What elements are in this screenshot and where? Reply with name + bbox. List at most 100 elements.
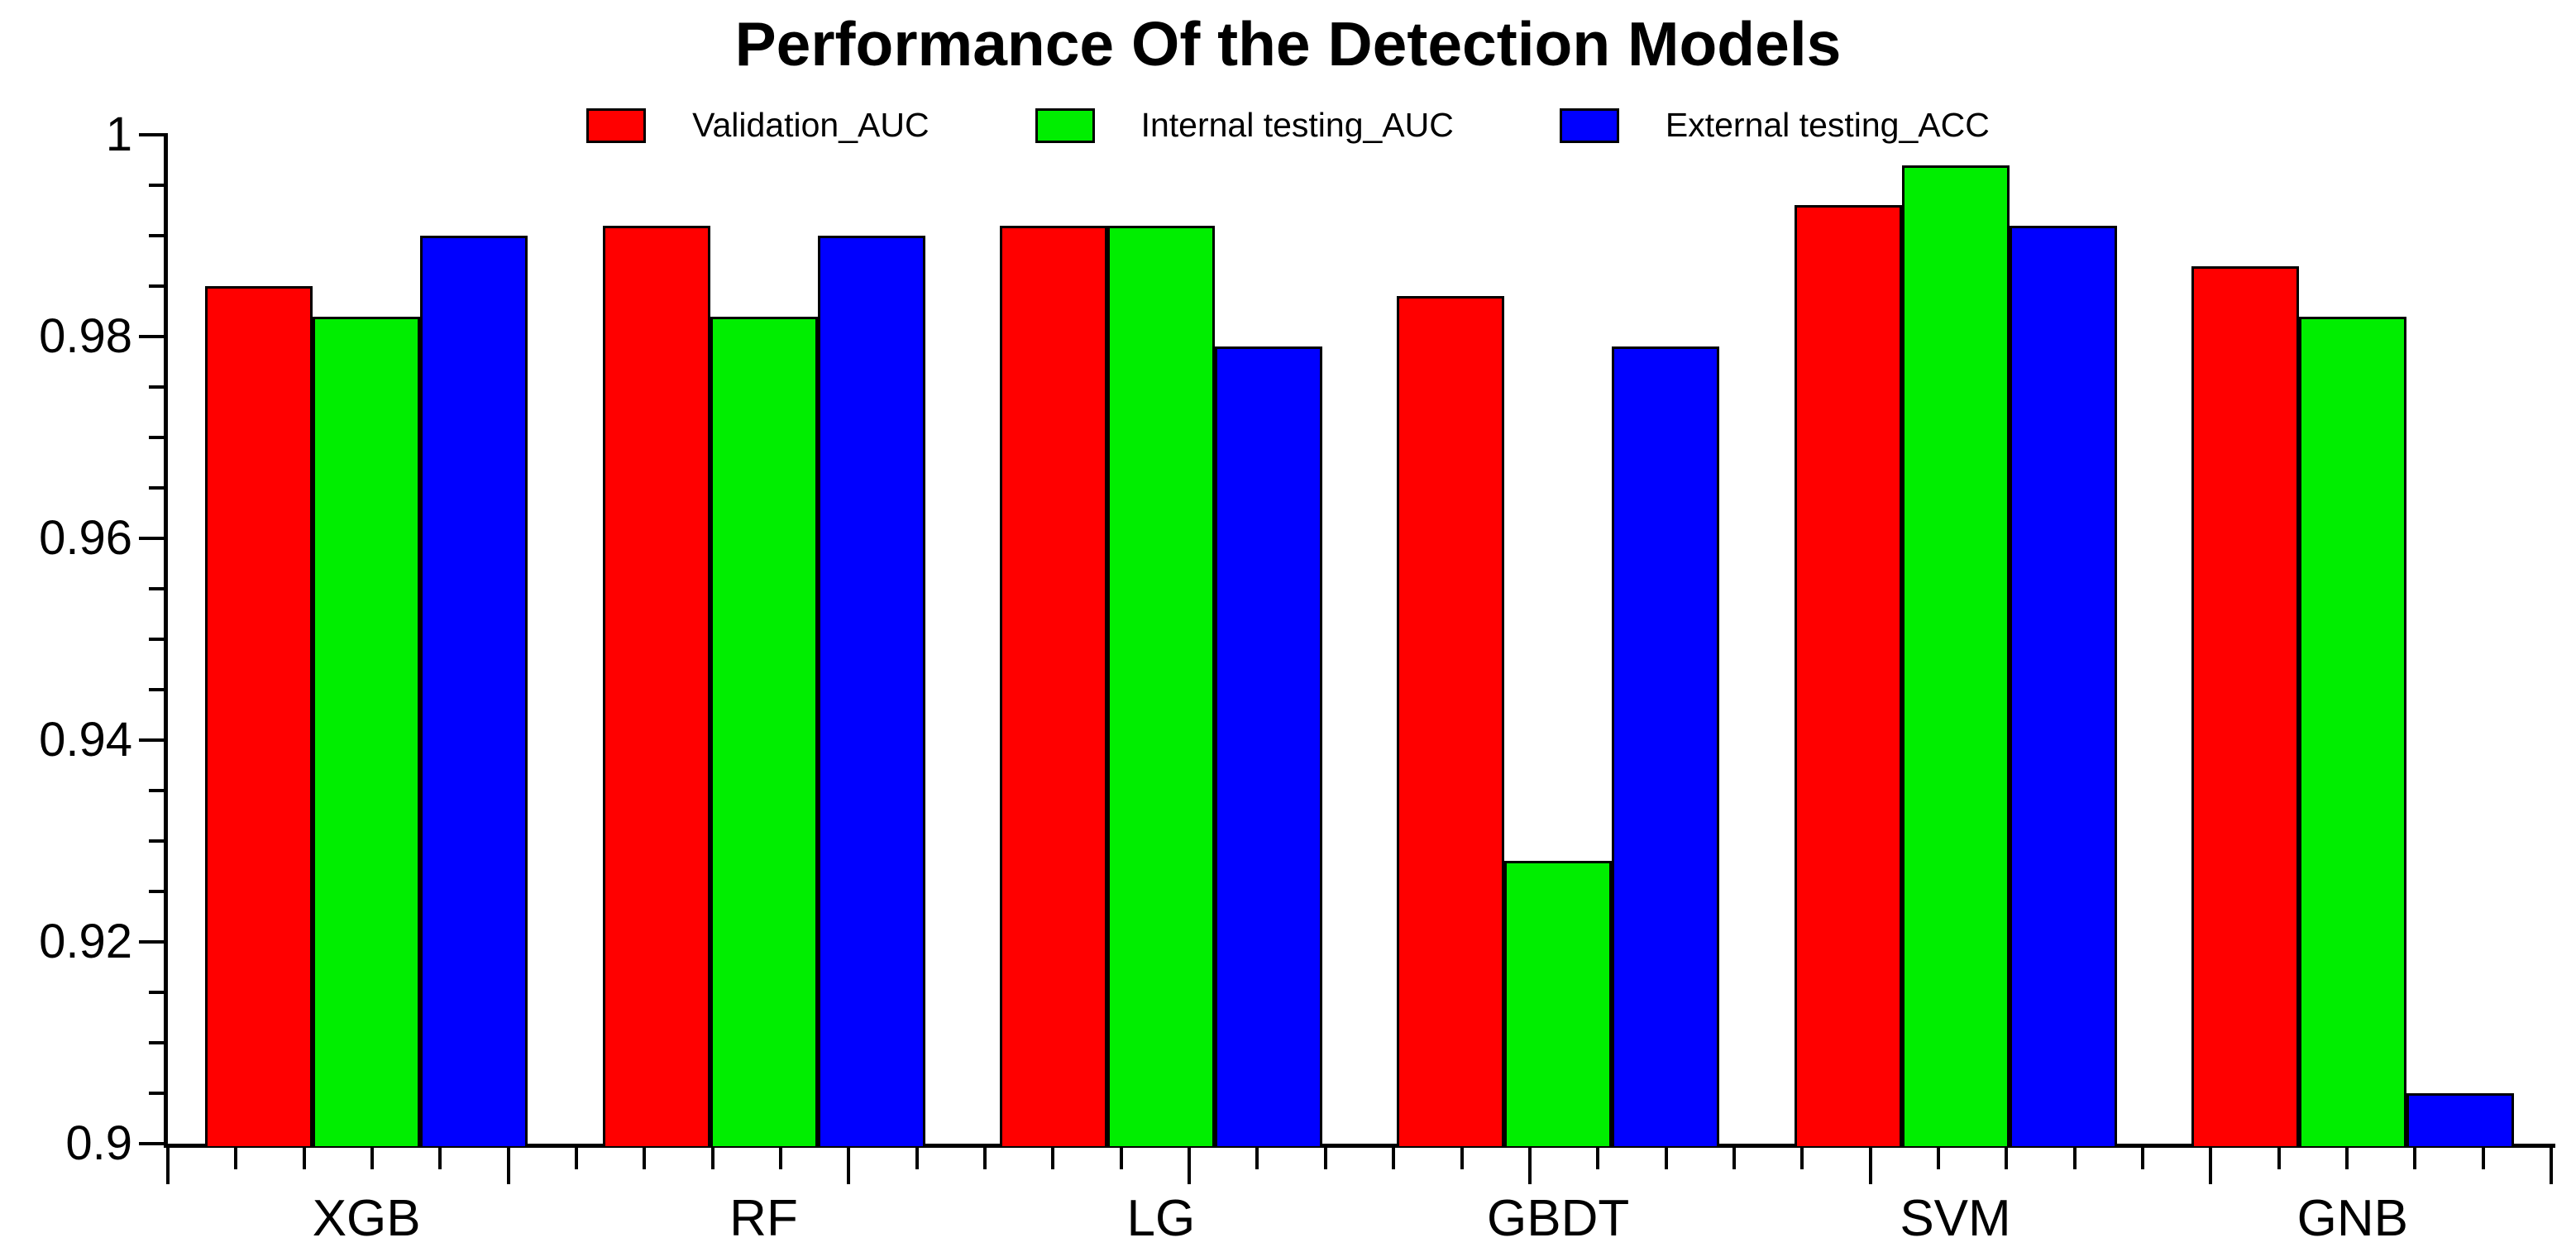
x-axis-major-tick: [2209, 1148, 2213, 1184]
x-axis-minor-tick: [710, 1148, 714, 1169]
x-axis-category-label: RF: [729, 1190, 798, 1247]
y-axis-minor-tick: [149, 284, 164, 288]
x-axis-major-tick: [1188, 1148, 1192, 1184]
chart-title: Performance Of the Detection Models: [734, 9, 1842, 79]
legend-label-validation-auc: Validation_AUC: [692, 106, 930, 144]
x-axis-minor-tick: [1051, 1148, 1055, 1169]
x-axis-minor-tick: [438, 1148, 442, 1169]
x-axis-minor-tick: [1936, 1148, 1940, 1169]
bar-gnb-validation-auc: [2191, 265, 2299, 1146]
bar-gbdt-internal-testing-auc: [1504, 861, 1613, 1146]
x-axis-major-tick: [1868, 1148, 1872, 1184]
x-axis-major-tick: [847, 1148, 851, 1184]
x-axis-minor-tick: [1255, 1148, 1259, 1169]
bar-gnb-external-testing-acc: [2406, 1093, 2514, 1146]
bar-gbdt-external-testing-acc: [1612, 346, 1720, 1146]
x-axis-major-tick: [166, 1148, 170, 1184]
x-axis-minor-tick: [1119, 1148, 1123, 1169]
y-axis-minor-tick: [149, 839, 164, 843]
y-axis-major-tick: [139, 1142, 164, 1145]
x-axis-minor-tick: [2005, 1148, 2009, 1169]
y-axis-tick-label: 0.92: [39, 915, 132, 968]
legend-item-external-testing-acc: External testing_ACC: [1559, 106, 1990, 145]
y-axis-minor-tick: [149, 890, 164, 893]
legend-swatch-internal-testing-auc: [1035, 108, 1095, 143]
y-axis-minor-tick: [149, 587, 164, 590]
y-axis-minor-tick: [149, 638, 164, 641]
legend-swatch-external-testing-acc: [1559, 108, 1619, 143]
x-axis-minor-tick: [2140, 1148, 2144, 1169]
y-axis-minor-tick: [149, 486, 164, 490]
x-axis-minor-tick: [302, 1148, 306, 1169]
x-axis-category-label: XGB: [312, 1190, 421, 1247]
bar-svm-external-testing-acc: [2009, 225, 2117, 1146]
legend-swatch-validation-auc: [586, 108, 647, 143]
x-axis-minor-tick: [2344, 1148, 2349, 1169]
x-axis-minor-tick: [1596, 1148, 1600, 1169]
x-axis-minor-tick: [1800, 1148, 1804, 1169]
bar-rf-internal-testing-auc: [710, 316, 818, 1146]
x-axis-minor-tick: [1323, 1148, 1327, 1169]
y-axis-minor-tick: [149, 184, 164, 187]
x-axis-minor-tick: [2072, 1148, 2077, 1169]
legend-item-internal-testing-auc: Internal testing_AUC: [1035, 106, 1454, 145]
legend: Validation_AUC Internal testing_AUC Exte…: [0, 106, 2576, 145]
y-axis-minor-tick: [149, 1041, 164, 1044]
x-axis-minor-tick: [1664, 1148, 1668, 1169]
legend-label-external-testing-acc: External testing_ACC: [1665, 106, 1990, 144]
x-axis-category-label: GBDT: [1487, 1190, 1630, 1247]
x-axis-major-tick: [2550, 1148, 2553, 1184]
x-axis-minor-tick: [370, 1148, 375, 1169]
y-axis-major-tick: [139, 738, 164, 742]
x-axis-category-label: LG: [1126, 1190, 1196, 1247]
bar-xgb-external-testing-acc: [420, 236, 528, 1146]
y-axis-major-tick: [139, 335, 164, 338]
x-axis-minor-tick: [234, 1148, 238, 1169]
x-axis-minor-tick: [2413, 1148, 2417, 1169]
y-axis-major-tick: [139, 133, 164, 136]
x-axis-category-label: SVM: [1900, 1190, 2011, 1247]
bar-rf-validation-auc: [602, 225, 710, 1146]
x-axis-major-tick: [1527, 1148, 1532, 1184]
bar-gbdt-validation-auc: [1397, 296, 1505, 1146]
bar-lg-validation-auc: [999, 225, 1107, 1146]
bar-svm-validation-auc: [1794, 205, 1902, 1146]
y-axis-minor-tick: [149, 436, 164, 439]
y-axis-minor-tick: [149, 1092, 164, 1095]
x-axis-minor-tick: [2481, 1148, 2485, 1169]
legend-item-validation-auc: Validation_AUC: [586, 106, 930, 145]
y-axis-minor-tick: [149, 385, 164, 389]
bar-svm-internal-testing-auc: [1901, 165, 2010, 1146]
bar-gnb-internal-testing-auc: [2298, 316, 2406, 1146]
x-axis-minor-tick: [915, 1148, 919, 1169]
y-axis-minor-tick: [149, 991, 164, 994]
x-axis-minor-tick: [1460, 1148, 1464, 1169]
y-axis-minor-tick: [149, 688, 164, 691]
x-axis-major-tick: [506, 1148, 510, 1184]
x-axis-minor-tick: [983, 1148, 987, 1169]
y-axis-tick-label: 0.94: [39, 713, 132, 767]
x-axis-minor-tick: [2277, 1148, 2281, 1169]
y-axis-tick-label: 0.98: [39, 309, 132, 363]
bar-lg-internal-testing-auc: [1106, 225, 1215, 1146]
bar-rf-external-testing-acc: [817, 236, 925, 1146]
plot-area: [139, 133, 2555, 1184]
y-axis-major-tick: [139, 537, 164, 540]
x-axis-line: [164, 1144, 2555, 1148]
legend-label-internal-testing-auc: Internal testing_AUC: [1140, 106, 1454, 144]
x-axis-minor-tick: [779, 1148, 783, 1169]
y-axis-tick-label: 0.96: [39, 511, 132, 565]
y-axis-line: [164, 133, 168, 1148]
x-axis-minor-tick: [575, 1148, 579, 1169]
y-axis-tick-label: 1: [105, 108, 132, 161]
y-axis-major-tick: [139, 940, 164, 944]
x-axis-minor-tick: [643, 1148, 647, 1169]
bar-xgb-internal-testing-auc: [313, 316, 421, 1146]
x-axis-category-label: GNB: [2296, 1190, 2408, 1247]
x-axis-minor-tick: [1392, 1148, 1396, 1169]
y-axis-minor-tick: [149, 234, 164, 237]
bar-xgb-validation-auc: [205, 286, 313, 1146]
y-axis-tick-label: 0.9: [65, 1116, 132, 1170]
y-axis-minor-tick: [149, 789, 164, 792]
